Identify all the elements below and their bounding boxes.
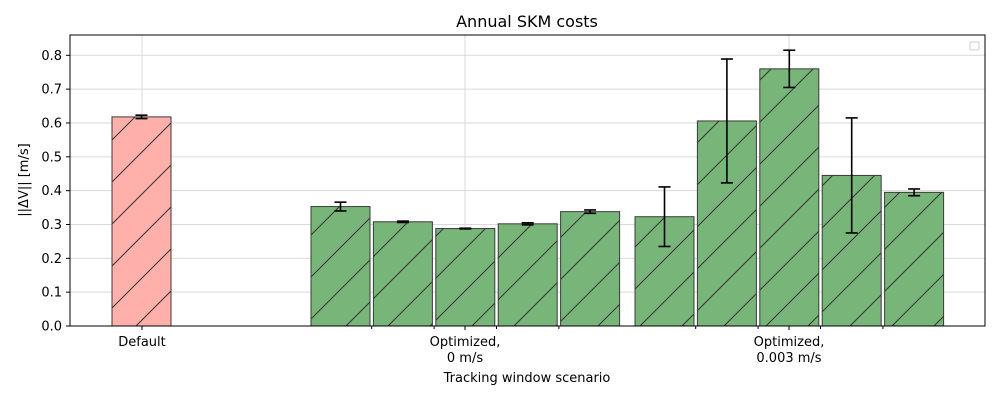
y-tick-label: 0.1: [41, 286, 62, 301]
plot-frame: [69, 34, 986, 327]
legend-box: [969, 41, 980, 51]
bar-hatch: [884, 192, 944, 326]
y-tick-label: 0.3: [41, 218, 62, 233]
bar-hatch: [311, 206, 370, 326]
x-tick-label: Default: [118, 335, 166, 350]
y-tick-label: 0.8: [41, 49, 62, 64]
y-tick-label: 0.7: [41, 83, 62, 98]
error-bars-group: [135, 49, 921, 248]
x-tick-label: 0.003 m/s: [756, 351, 821, 366]
y-tick-label: 0.6: [41, 116, 62, 131]
bar-hatch: [373, 221, 433, 326]
bar-hatch: [435, 228, 495, 326]
y-tick-label: 0.0: [41, 320, 62, 335]
bar-hatch: [112, 116, 171, 326]
bar-hatch: [759, 68, 819, 326]
bar-hatch: [560, 211, 620, 326]
bar-hatch: [498, 223, 558, 326]
chart-title: Annual SKM costs: [456, 12, 598, 31]
y-tick-label: 0.4: [41, 184, 62, 199]
y-tick-label: 0.2: [41, 252, 62, 267]
x-tick-label: Optimized,: [754, 335, 825, 350]
x-tick-label: 0 m/s: [447, 351, 483, 366]
y-axis-ticks: 0.0 0.1 0.2 0.3 0.4 0.5 0.6 0.7 0.8: [41, 49, 70, 335]
y-tick-label: 0.5: [41, 150, 62, 165]
x-axis-title: Tracking window scenario: [443, 371, 611, 386]
x-tick-label: Optimized,: [430, 335, 501, 350]
y-axis-title: ||ΔV|| [m/s]: [17, 143, 32, 216]
